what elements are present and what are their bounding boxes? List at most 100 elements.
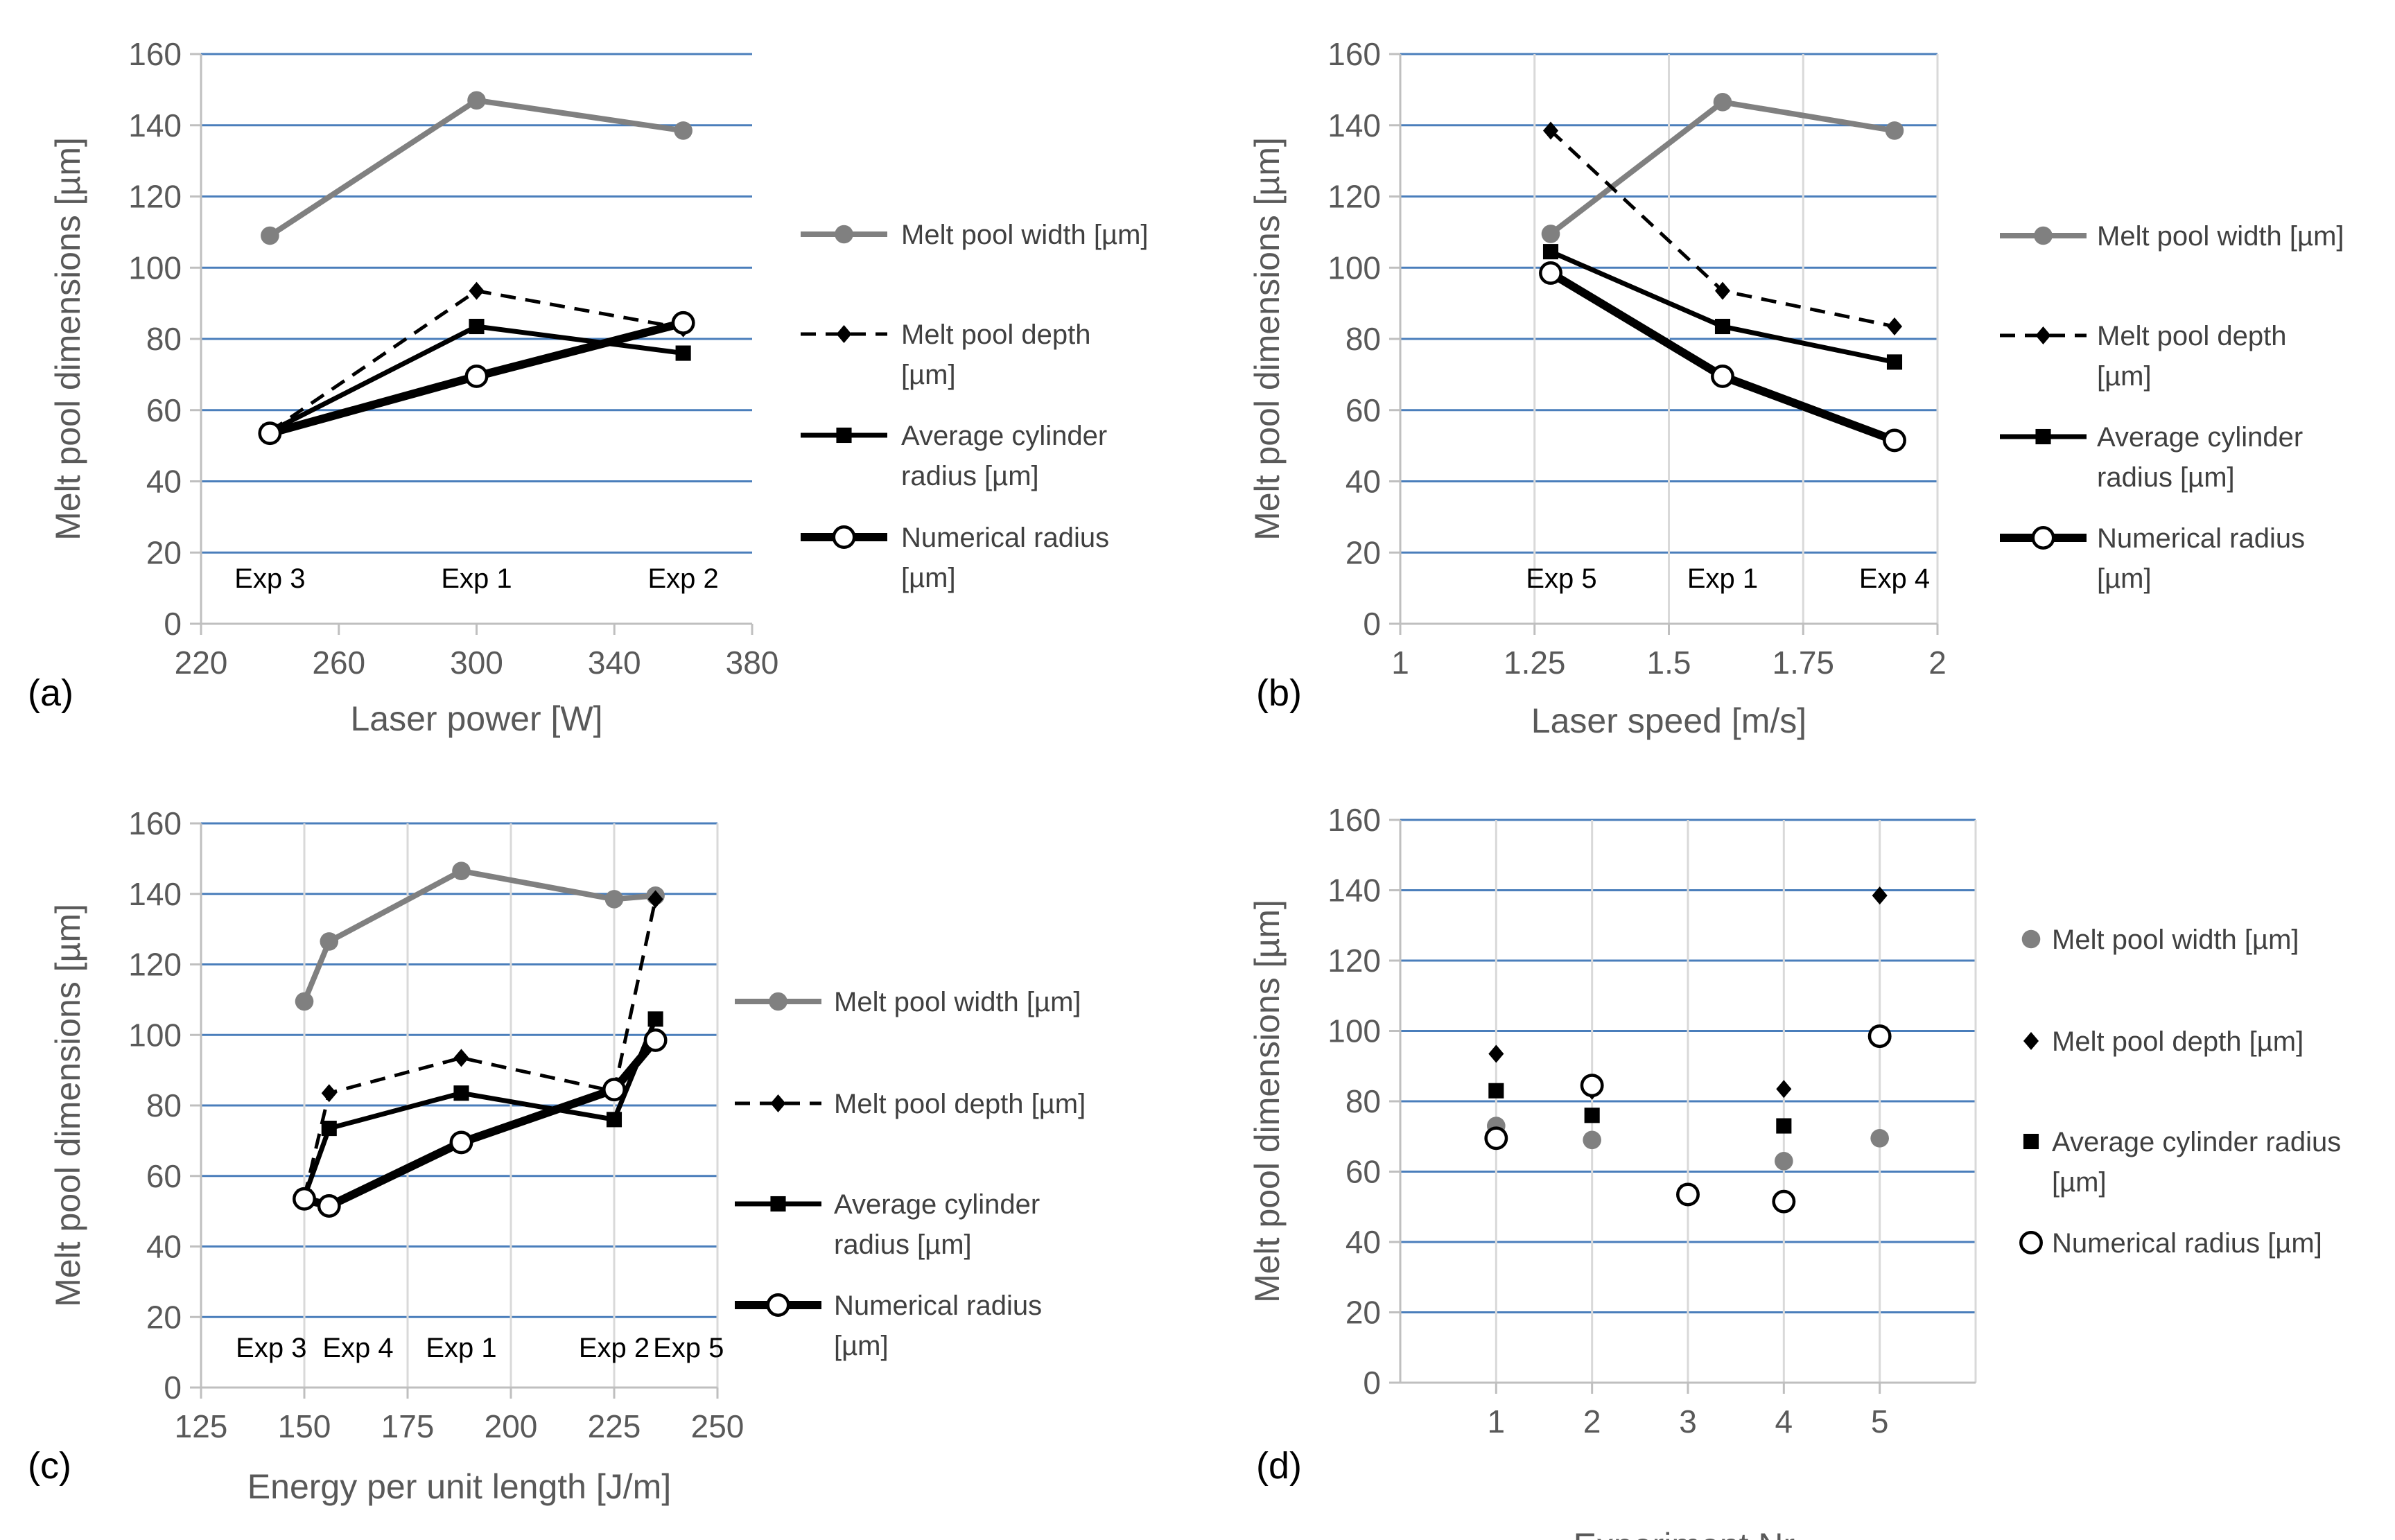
y-tick-label: 80 [1345,1083,1381,1119]
data-point [452,861,471,880]
series-line [1549,99,1895,236]
legend-line-text: Average cylinder [834,1189,1040,1220]
x-tick-label: 200 [485,1408,538,1444]
experiment-annotation: Exp 2 [579,1333,650,1363]
legend-entry: Numerical radius [µm] [834,1290,1042,1361]
legend-line-text: [µm] [834,1331,889,1361]
data-point [469,281,485,300]
legend-marker [766,1293,790,1317]
legend-marker [769,992,787,1011]
legend-marker [770,1196,786,1212]
legend-marker [2019,1231,2043,1254]
legend-entry: Melt pool width [µm] [834,987,1081,1017]
data-point [606,1112,622,1128]
experiment-annotation: Exp 1 [1687,563,1758,594]
experiment-annotation: Exp 1 [426,1333,496,1363]
data-point [1714,318,1731,335]
x-tick-label: 220 [175,645,228,681]
y-tick-label: 140 [1327,107,1381,143]
x-tick-label: 225 [588,1408,641,1444]
data-point [1886,354,1903,370]
y-tick-label: 20 [146,534,182,570]
data-point [321,1084,337,1103]
legend-marker [835,225,853,244]
series-line [302,1018,658,1198]
panel-label: (c) [28,1445,71,1487]
series-line [302,868,656,1003]
x-tick-label: 1.75 [1772,645,1834,681]
y-tick-label: 80 [146,321,182,357]
y-tick-label: 60 [146,1158,182,1194]
data-point [1488,1083,1504,1099]
series-line [268,97,684,238]
y-tick-label: 80 [146,1087,182,1123]
x-axis-label: Laser power [W] [350,699,602,738]
chart-panel-b: 0 20 40 60 80 100 120 140 160 1 1.25 1.5 1.75 2 Laser … [1248,36,2344,740]
legend-line-text: Melt pool depth [2097,321,2287,351]
data-point [1775,1151,1793,1171]
y-tick-label: 0 [1363,606,1381,642]
legend-marker [836,427,852,444]
y-tick-label: 140 [128,876,182,912]
legend-entry: Melt pool width [µm] [2052,925,2299,955]
legend-line-text: [µm] [2052,1167,2107,1198]
y-tick-label: 100 [128,250,182,286]
data-point [449,1130,473,1155]
x-tick-label: 1 [1391,645,1409,681]
y-tick-label: 160 [1327,36,1381,72]
experiment-annotation: Exp 1 [441,563,512,594]
legend-entry: Melt pool depth [µm] [901,320,1091,390]
legend-marker [832,525,856,549]
y-tick-label: 120 [128,947,182,983]
legend-marker [836,325,852,343]
chart-panel-c: 0 20 40 60 80 100 120 140 160 125 150 175 200 225 250 E… [28,805,1086,1506]
data-point [1583,1130,1601,1150]
x-tick-label: 2 [1928,645,1947,681]
data-point [1867,1024,1892,1049]
y-tick-label: 140 [128,107,182,143]
data-point [1542,121,1559,140]
data-point [1772,1189,1796,1214]
legend-line-text: radius [µm] [834,1230,972,1260]
legend-line-text: Numerical radius [834,1290,1042,1321]
legend-marker [2023,1133,2039,1150]
data-point [258,421,282,446]
legend-line-text: [µm] [901,360,956,390]
data-point [1711,364,1734,388]
panel-label: (d) [1256,1445,1302,1487]
data-point [1488,1044,1504,1063]
legend-marker [770,1094,786,1112]
legend-line-text: [µm] [2097,563,2152,594]
series-width [295,861,665,1011]
x-tick-label: 4 [1775,1403,1793,1440]
y-tick-label: 60 [1345,392,1381,428]
data-point [671,310,695,335]
legend-line-text: Average cylinder radius [2052,1127,2341,1157]
x-tick-label: 300 [450,645,503,681]
panel-label: (b) [1256,672,1302,714]
legend-line-text: Average cylinder [2097,422,2303,453]
data-point [1542,244,1559,260]
y-tick-label: 120 [128,179,182,215]
y-tick-label: 40 [146,1229,182,1265]
series-depth [296,890,663,1207]
series-width [1541,93,1904,243]
y-tick-label: 60 [1345,1154,1381,1190]
y-tick-label: 0 [1363,1365,1381,1401]
series-line [302,898,658,1198]
data-point [1776,1118,1792,1134]
data-point [1676,1182,1700,1207]
legend-line-text: Average cylinder [901,421,1107,451]
experiment-annotation: Exp 4 [322,1333,393,1363]
legend-entry: Melt pool width [µm] [2097,221,2344,252]
data-point [1885,121,1904,140]
y-tick-label: 120 [1327,943,1381,979]
y-tick-label: 100 [1327,1013,1381,1049]
data-point [1580,1074,1604,1098]
data-point [453,1085,469,1101]
y-tick-label: 20 [1345,1295,1381,1331]
legend-marker [2021,929,2041,949]
data-point [295,992,314,1011]
experiment-annotation: Exp 5 [1526,563,1596,594]
experiment-annotation: Exp 3 [236,1333,306,1363]
